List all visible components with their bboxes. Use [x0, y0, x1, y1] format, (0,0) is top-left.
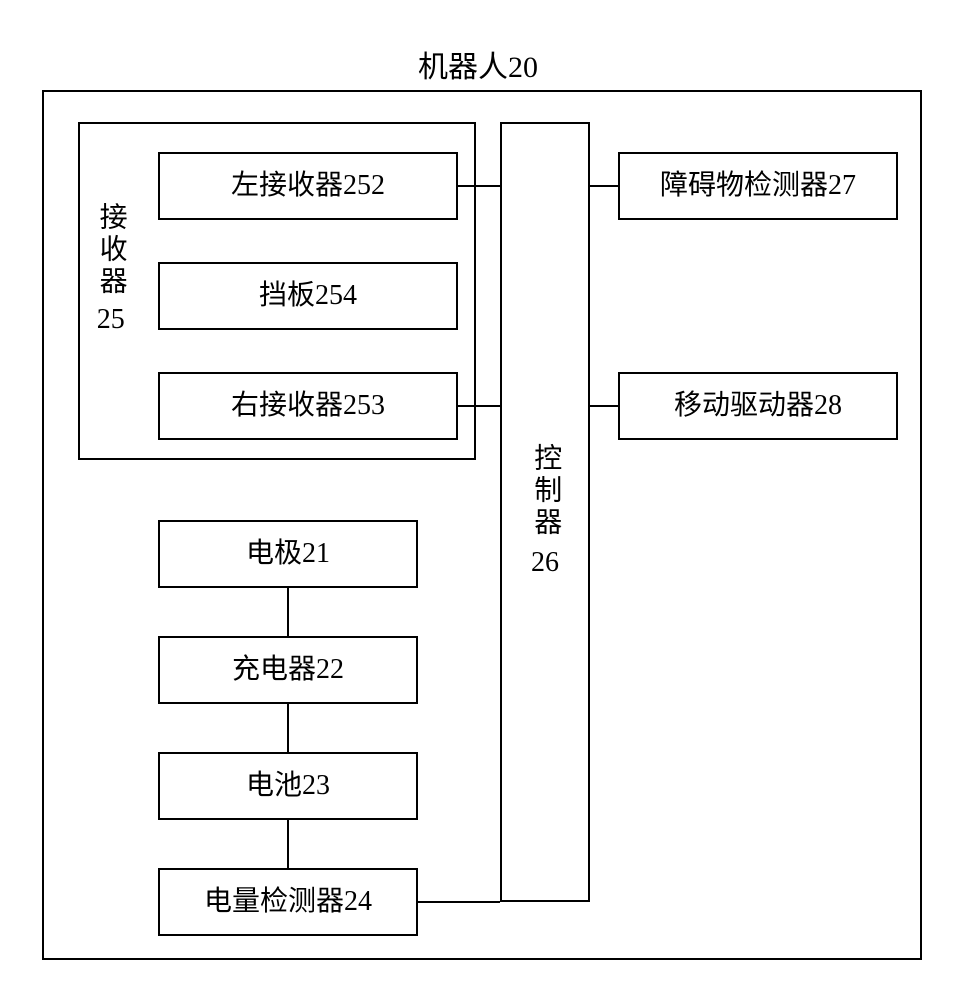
- electrode-box: 电极21: [158, 520, 418, 588]
- connector-line: [590, 185, 618, 187]
- obstacle-detector-box: 障碍物检测器27: [618, 152, 898, 220]
- right-receiver-box: 右接收器253: [158, 372, 458, 440]
- battery-label: 电池23: [246, 768, 330, 804]
- connector-line: [590, 405, 618, 407]
- receiver-group-num: 25: [97, 302, 125, 338]
- controller-num: 26: [531, 545, 559, 581]
- obstacle-detector-label: 障碍物检测器27: [660, 168, 856, 204]
- diagram-title: 机器人20: [418, 42, 538, 86]
- electrode-label: 电极21: [246, 536, 330, 572]
- connector-line: [287, 820, 289, 868]
- left-receiver-box: 左接收器252: [158, 152, 458, 220]
- connector-line: [418, 901, 500, 903]
- move-driver-box: 移动驱动器28: [618, 372, 898, 440]
- left-receiver-label: 左接收器252: [231, 168, 385, 204]
- connector-line: [458, 185, 500, 187]
- baffle-box: 挡板254: [158, 262, 458, 330]
- right-receiver-label: 右接收器253: [231, 388, 385, 424]
- diagram-canvas: 机器人20 接收器 25 左接收器252 挡板254 右接收器253 控制器 2…: [0, 0, 962, 1000]
- fuel-gauge-label: 电量检测器24: [204, 884, 372, 920]
- charger-box: 充电器22: [158, 636, 418, 704]
- connector-line: [287, 704, 289, 752]
- connector-line: [287, 588, 289, 636]
- connector-line: [458, 405, 500, 407]
- controller-label-wrap: 控制器 26: [527, 443, 563, 581]
- fuel-gauge-box: 电量检测器24: [158, 868, 418, 936]
- battery-box: 电池23: [158, 752, 418, 820]
- title-text: 机器人20: [418, 51, 538, 84]
- controller-text: 控制器: [527, 443, 563, 539]
- move-driver-label: 移动驱动器28: [674, 388, 842, 424]
- controller-box: 控制器 26: [500, 122, 590, 902]
- baffle-label: 挡板254: [259, 278, 357, 314]
- charger-label: 充电器22: [232, 652, 344, 688]
- receiver-group-label: 接收器 25: [94, 202, 128, 338]
- receiver-group-text: 接收器: [94, 202, 128, 298]
